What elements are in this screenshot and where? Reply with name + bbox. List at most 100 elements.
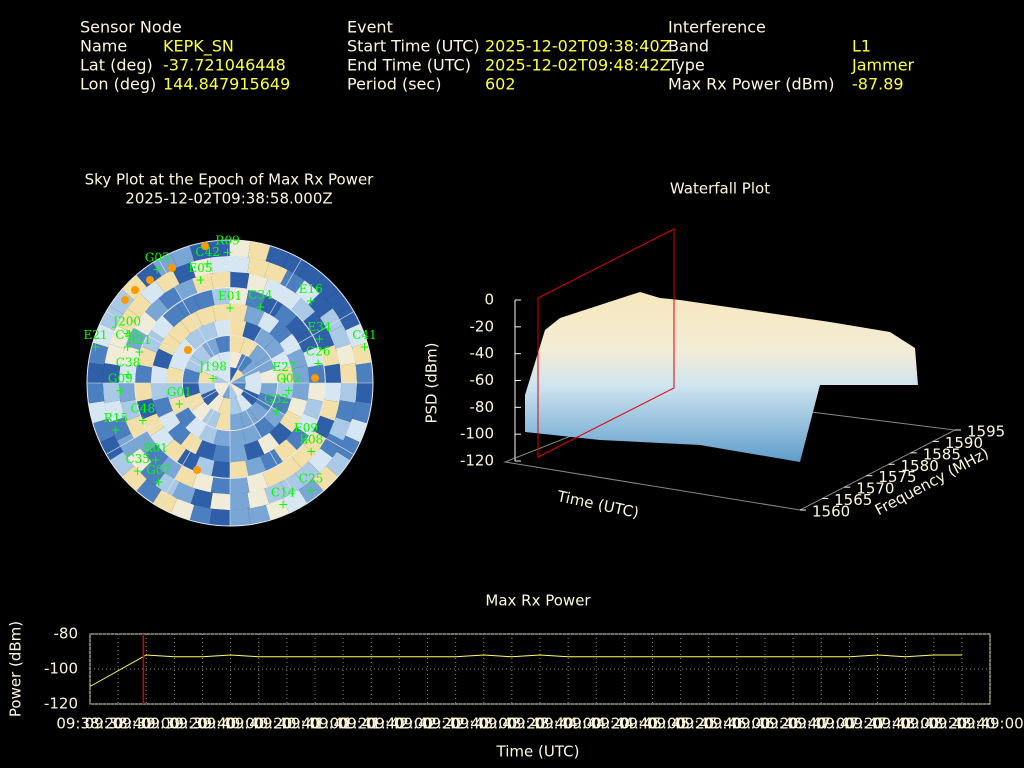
sky-cell — [121, 466, 147, 492]
satellite-marker: + — [123, 340, 133, 354]
sky-cell — [345, 323, 368, 348]
x-tick-label: 09:38:40 — [84, 715, 151, 733]
sky-cell — [200, 389, 219, 406]
satellite-marker: + — [90, 340, 100, 354]
sky-cell — [167, 422, 191, 446]
sky-cell — [185, 328, 207, 350]
sky-cell — [307, 383, 326, 402]
satellite-marker: + — [279, 372, 289, 386]
sky-cell — [352, 401, 372, 424]
sky-cell — [230, 369, 244, 383]
satellite-label: G02 — [276, 372, 301, 386]
satellite-marker: + — [195, 273, 205, 287]
sky-cell — [230, 476, 250, 495]
satellite-label: E08 — [299, 433, 323, 447]
field-value: Jammer — [851, 56, 915, 75]
sky-cell — [355, 362, 373, 383]
interference-dot — [121, 296, 129, 304]
sky-cell — [118, 383, 137, 403]
sky-cell — [140, 280, 165, 305]
x-tick-label: 09:44:20 — [563, 715, 630, 733]
satellite-marker: + — [255, 300, 265, 314]
x-tick-label: 09:45:20 — [647, 715, 714, 733]
sky-cell — [246, 472, 268, 493]
satellite-label: C48 — [131, 402, 155, 416]
sky-cell — [282, 489, 308, 514]
sky-cell — [253, 328, 275, 350]
sky-cell — [167, 320, 191, 344]
sky-cell — [269, 422, 293, 446]
epoch-plane — [537, 228, 675, 458]
x-tick-label: 09:41:00 — [281, 715, 348, 733]
sky-cell — [213, 319, 230, 337]
sky-cell — [308, 448, 333, 473]
satellite-label: E34 — [307, 320, 331, 334]
field-value: 2025-12-02T09:38:40Z — [485, 37, 671, 56]
sky-cell — [152, 397, 173, 418]
sky-cell — [215, 335, 230, 353]
z-tick-label: -20 — [470, 317, 495, 335]
sky-cell — [185, 416, 207, 438]
sky-cell — [162, 303, 186, 327]
x-tick-label: 09:48:00 — [872, 715, 939, 733]
sky-cell — [339, 383, 358, 403]
sky-cell — [182, 368, 200, 383]
satellite-label: G05 — [145, 250, 170, 264]
sky-cell — [195, 440, 216, 461]
satellite-label: C45 — [115, 328, 139, 342]
freq-tick-label: 1585 — [923, 445, 961, 463]
sky-cell — [102, 383, 121, 403]
satellite-marker: + — [133, 464, 143, 478]
sky-cell — [280, 473, 305, 497]
y-tick-label: -100 — [44, 660, 78, 678]
x-tick-label: 09:46:00 — [703, 715, 770, 733]
x-tick-label: 09:47:20 — [816, 715, 883, 733]
sky-cell — [192, 273, 214, 294]
satellite-label: C34 — [248, 288, 273, 302]
sky-cell — [195, 305, 216, 326]
sky-cell — [172, 262, 196, 284]
sky-cell — [136, 346, 157, 368]
x-tick-label: 09:45:40 — [675, 715, 742, 733]
sky-cell — [271, 395, 292, 415]
satellite-marker: + — [122, 326, 132, 340]
sky-cell — [198, 424, 218, 445]
sky-cell — [87, 383, 105, 404]
x-tick-label: 09:47:40 — [844, 715, 911, 733]
sky-cell — [174, 278, 198, 301]
sky-cell — [102, 363, 121, 383]
sky-cell — [155, 269, 180, 293]
sky-cell — [200, 360, 219, 377]
sky-cell — [292, 365, 310, 383]
sky-cell — [104, 343, 125, 366]
sky-cell — [118, 363, 137, 383]
section-title: Event — [347, 18, 393, 37]
sky-cell — [264, 482, 288, 504]
sky-cell — [355, 383, 373, 404]
sky-cell — [152, 348, 173, 369]
z-tick-label: -80 — [470, 398, 495, 416]
satellite-label: E16 — [299, 282, 323, 296]
sky-cell — [210, 492, 230, 511]
field-value: 602 — [485, 75, 516, 94]
sky-cell — [312, 415, 335, 439]
sky-cell — [245, 289, 267, 310]
satellite-label: G32 — [264, 392, 289, 406]
sky-cell — [211, 460, 230, 479]
field-value: 144.847915649 — [163, 75, 290, 94]
sky-cell — [210, 271, 230, 290]
z-tick-label: -120 — [460, 452, 494, 470]
waterfall-title: Waterfall Plot — [670, 180, 770, 198]
sky-cell — [150, 365, 168, 383]
azimuth-line — [158, 259, 231, 384]
x-tick-label: 09:46:40 — [759, 715, 826, 733]
azimuth-line — [229, 382, 354, 455]
sky-cell — [136, 262, 162, 287]
sky-cell — [207, 394, 224, 413]
sky-cell — [262, 278, 286, 301]
sky-cell — [216, 369, 230, 383]
sky-cell — [198, 383, 216, 396]
sky-cell — [230, 319, 247, 337]
sky-cell — [303, 398, 324, 420]
sky-cell — [109, 325, 131, 349]
